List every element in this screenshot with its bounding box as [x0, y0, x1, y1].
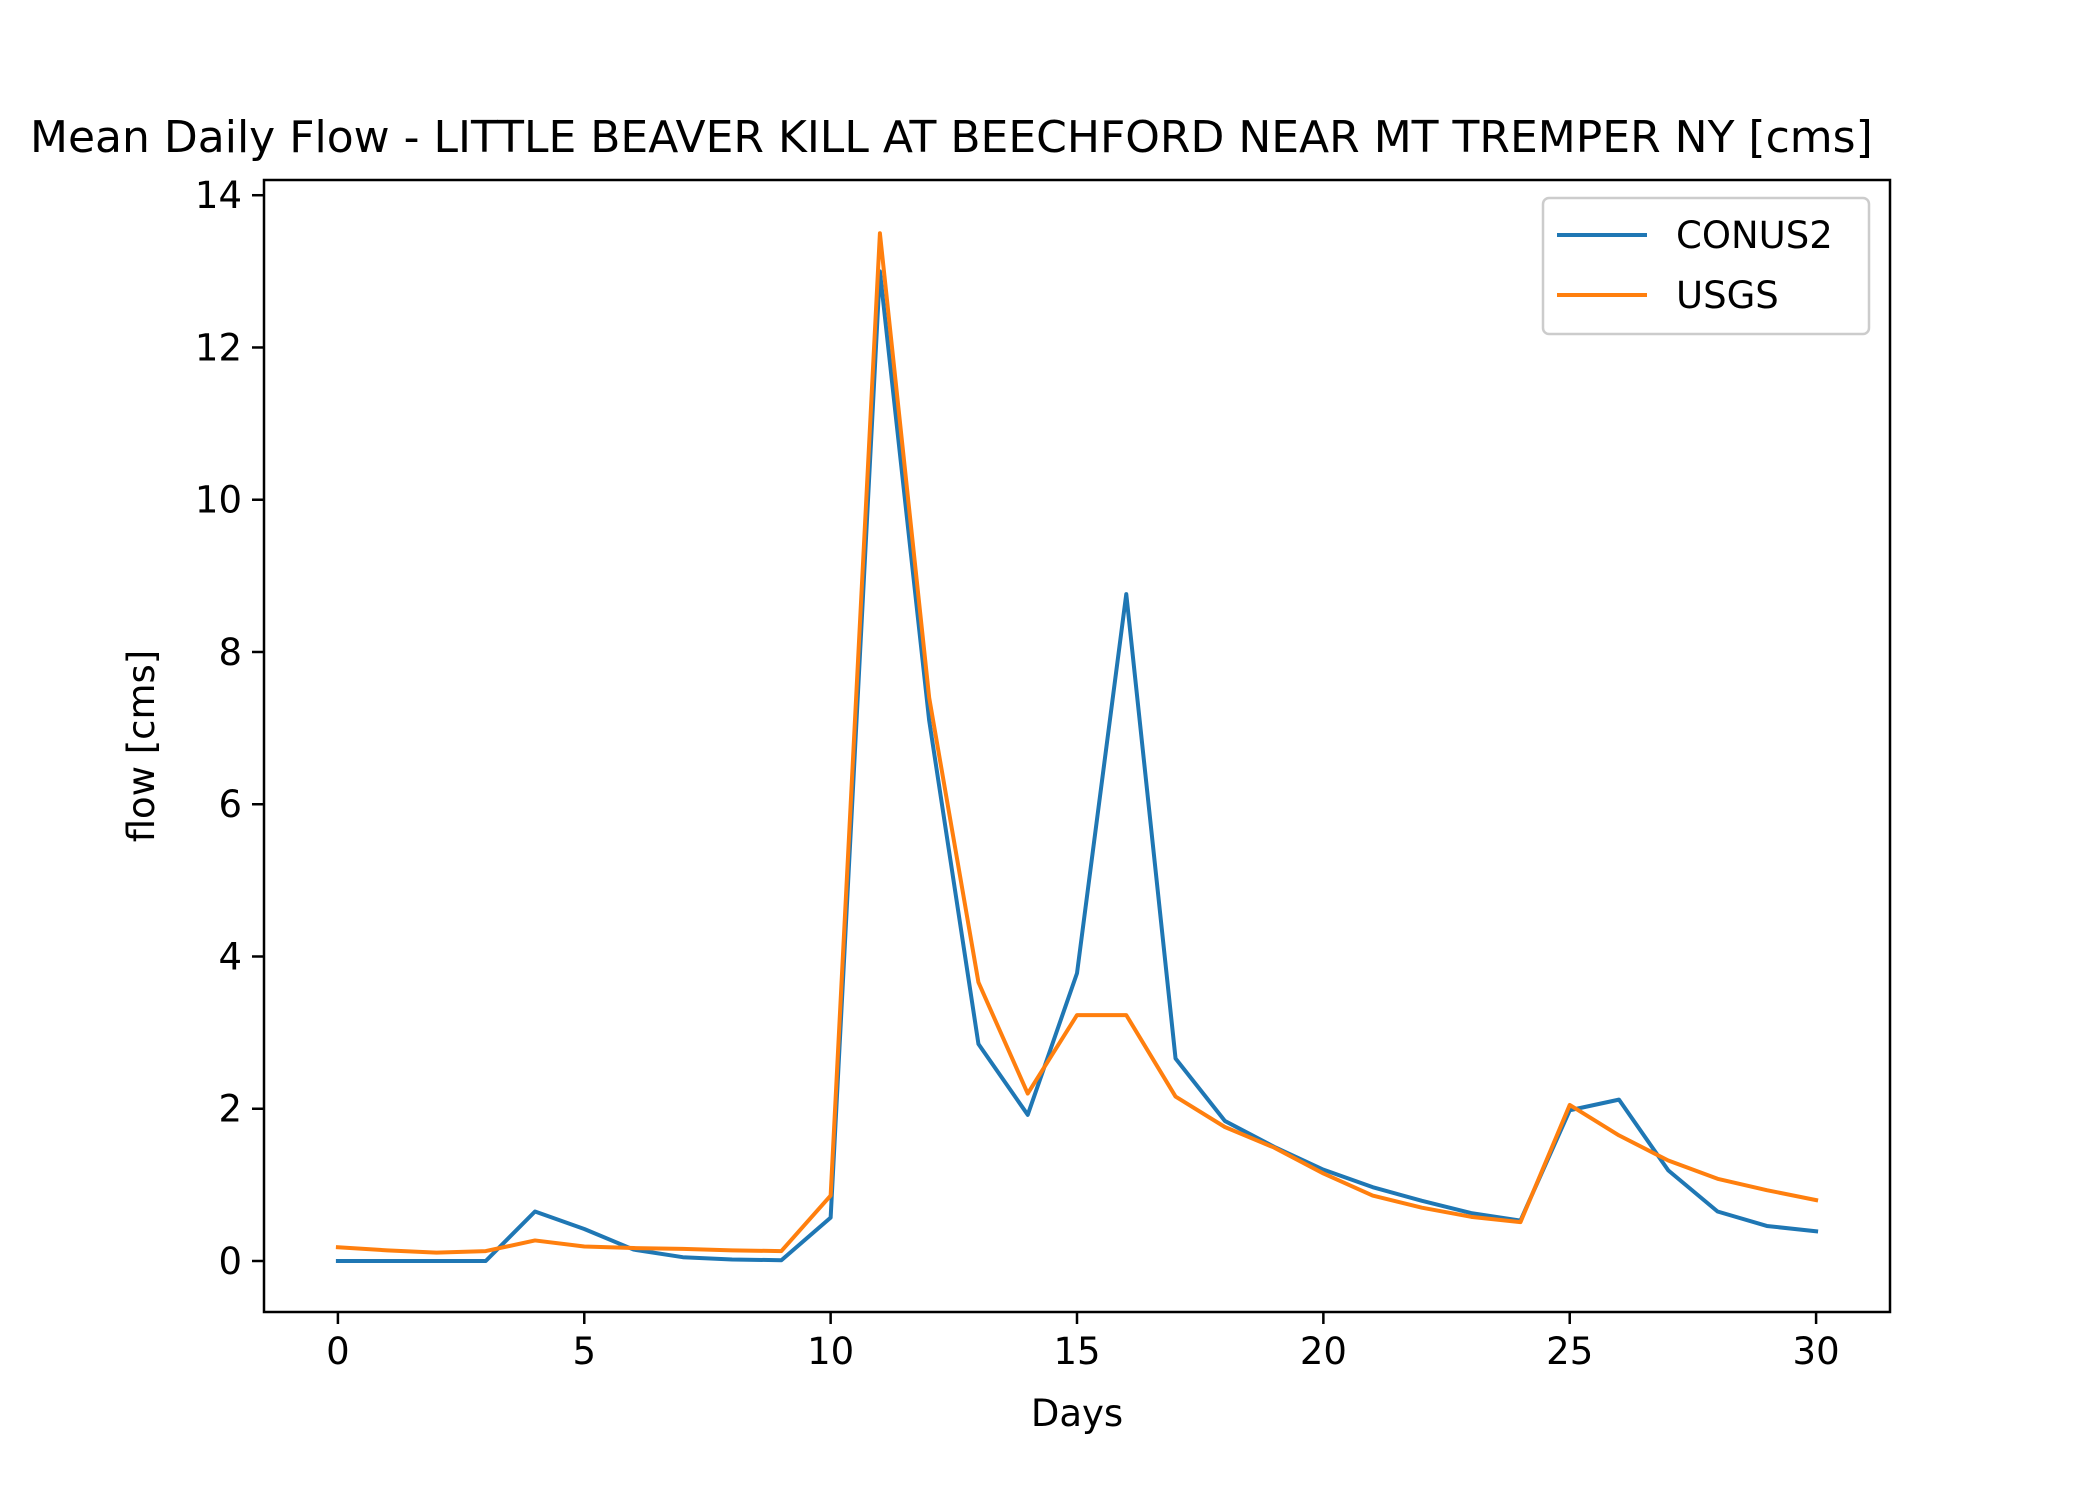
- x-tick-label: 30: [1793, 1330, 1840, 1373]
- y-tick-label: 0: [218, 1240, 242, 1283]
- y-tick-label: 8: [218, 631, 242, 674]
- y-tick-label: 14: [195, 174, 242, 217]
- legend-label: CONUS2: [1676, 214, 1833, 257]
- y-tick-label: 6: [218, 783, 242, 826]
- series-line-usgs: [335, 231, 1819, 1255]
- legend-items: CONUS2 USGS: [1557, 214, 1833, 317]
- y-tick-label: 12: [195, 326, 242, 369]
- y-tick-label: 10: [195, 479, 242, 522]
- x-tick-label: 0: [326, 1330, 350, 1373]
- x-tick-label: 20: [1300, 1330, 1347, 1373]
- legend-box: [1541, 196, 1871, 336]
- y-tick-label: 2: [218, 1088, 242, 1131]
- legend: CONUS2 USGS: [1541, 196, 1871, 336]
- chart-title: Mean Daily Flow - LITTLE BEAVER KILL AT …: [30, 112, 1873, 163]
- x-axis-ticks: 0 5 10 15 20 25 30: [326, 1312, 1840, 1373]
- series-line-conus2: [335, 269, 1819, 1263]
- x-tick-label: 15: [1053, 1330, 1100, 1373]
- x-axis-label: Days: [1031, 1392, 1123, 1435]
- y-axis-label: flow [cms]: [120, 650, 163, 843]
- legend-label: USGS: [1676, 274, 1779, 317]
- series-layer: [335, 231, 1819, 1263]
- y-tick-label: 4: [218, 935, 242, 978]
- x-tick-label: 25: [1546, 1330, 1593, 1373]
- x-tick-label: 10: [807, 1330, 854, 1373]
- x-tick-label: 5: [572, 1330, 596, 1373]
- y-axis-ticks: 0 2 4 6 8 10 12 14: [195, 174, 264, 1283]
